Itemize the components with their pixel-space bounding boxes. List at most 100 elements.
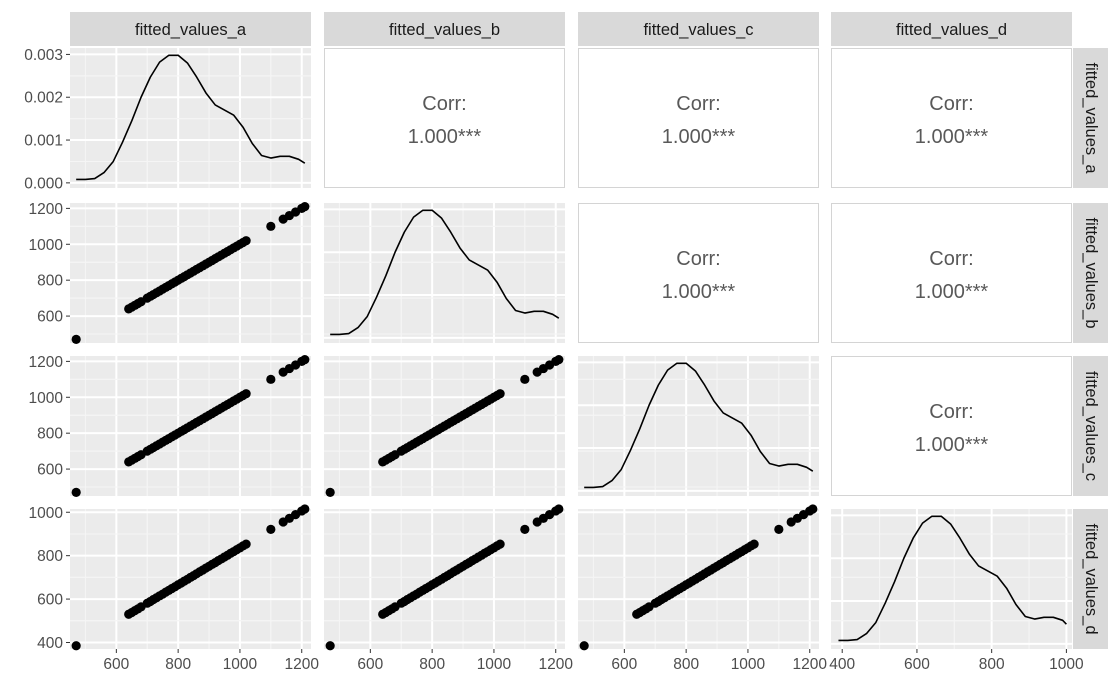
top-strip-label-fitted_values_b: fitted_values_b: [389, 21, 500, 39]
corr-value: 1.000***: [662, 281, 736, 303]
density-curve-fitted_values_c: [584, 362, 814, 489]
scatter-point: [554, 504, 564, 514]
panel-fitted_values_b-vs-fitted_values_c: Corr: 1.000***: [578, 203, 819, 343]
x-tick-label: 800: [673, 656, 699, 673]
y-tick-label: 400: [37, 635, 63, 652]
y-tick-label: 0.001: [24, 133, 63, 150]
y-tick-label: 1200: [29, 201, 64, 218]
panel-fitted_values_c-vs-fitted_values_b: [324, 354, 565, 498]
corr-value: 1.000***: [408, 126, 482, 148]
x-tick-label: 600: [904, 656, 930, 673]
density-curve-fitted_values_a: [76, 54, 306, 181]
panel-fitted_values_a-vs-fitted_values_d: Corr: 1.000***: [831, 48, 1072, 188]
y-tick-label: 800: [37, 548, 63, 565]
scatter-point: [266, 374, 276, 384]
y-tick-label: 1000: [29, 237, 64, 254]
panel-fitted_values_d-vs-fitted_values_a: [70, 504, 311, 651]
x-tick-label: 1200: [538, 656, 573, 673]
corr-label: Corr:: [929, 93, 973, 115]
panel-fitted_values_d-vs-fitted_values_b: [324, 504, 565, 651]
corr-label: Corr:: [929, 401, 973, 423]
y-tick-label: 600: [37, 592, 63, 609]
scatter-point: [749, 539, 759, 549]
right-strip-fitted_values_a: [1073, 48, 1108, 188]
scatter-point: [300, 354, 310, 365]
y-tick-label: 800: [37, 426, 63, 443]
scatter-point: [520, 524, 530, 535]
panel-fitted_values_a-vs-fitted_values_c: Corr: 1.000***: [578, 48, 819, 188]
scatter-point: [495, 539, 505, 549]
x-tick-label: 1000: [1049, 656, 1084, 673]
top-strip-fitted_values_d: [831, 12, 1072, 46]
scatter-point: [325, 641, 335, 651]
panel-fitted_values_c-vs-fitted_values_a: [70, 354, 311, 498]
panel-fitted_values_b-vs-fitted_values_d: Corr: 1.000***: [831, 203, 1072, 343]
density-curve-fitted_values_b: [330, 209, 560, 336]
corr-value: 1.000***: [662, 126, 736, 148]
scatter-point: [241, 389, 251, 399]
scatter-point: [808, 504, 818, 514]
scatter-point: [579, 641, 589, 651]
x-tick-label: 1200: [792, 656, 827, 673]
top-strip-label-fitted_values_d: fitted_values_d: [896, 21, 1007, 39]
scatter-point: [241, 539, 251, 549]
y-tick-label: 1000: [29, 505, 64, 522]
corr-label: Corr:: [422, 93, 466, 115]
x-tick-label: 400: [829, 656, 855, 673]
scatter-point: [241, 236, 251, 246]
right-strip-fitted_values_b: [1073, 203, 1108, 343]
x-tick-label: 1200: [284, 656, 319, 673]
corr-value: 1.000***: [915, 434, 989, 456]
corr-label: Corr:: [929, 248, 973, 270]
x-tick-label: 600: [611, 656, 637, 673]
scatter-point: [266, 524, 276, 535]
x-tick-label: 800: [165, 656, 191, 673]
corr-panel-bg: [578, 203, 819, 343]
right-strip-label-fitted_values_b: fitted_values_b: [1082, 218, 1100, 329]
corr-value: 1.000***: [915, 126, 989, 148]
scatter-point: [325, 487, 335, 498]
corr-panel-bg: [831, 356, 1072, 496]
scatter-point: [266, 221, 276, 231]
panel-fitted_values_a-vs-fitted_values_a: [70, 48, 311, 188]
top-strip-label-fitted_values_a: fitted_values_a: [135, 21, 247, 39]
y-tick-label: 1000: [29, 390, 64, 407]
scatter-point: [554, 354, 564, 365]
corr-label: Corr:: [676, 248, 720, 270]
panel-bg: [831, 509, 1072, 649]
corr-panel-bg: [324, 48, 565, 188]
scatter-point: [71, 487, 81, 498]
y-tick-label: 0.002: [24, 90, 63, 107]
scatter-point: [300, 201, 310, 212]
corr-panel-bg: [831, 48, 1072, 188]
scatter-point: [71, 641, 81, 651]
corr-value: 1.000***: [915, 281, 989, 303]
x-tick-label: 1000: [223, 656, 258, 673]
panel-fitted_values_d-vs-fitted_values_c: [578, 504, 819, 651]
panel-fitted_values_a-vs-fitted_values_b: Corr: 1.000***: [324, 48, 565, 188]
corr-panel-bg: [831, 203, 1072, 343]
x-tick-label: 600: [103, 656, 129, 673]
corr-label: Corr:: [676, 93, 720, 115]
scatter-point: [71, 334, 81, 345]
panel-fitted_values_d-vs-fitted_values_d: [831, 509, 1072, 649]
y-tick-label: 0.000: [24, 175, 63, 192]
top-strip-fitted_values_a: [70, 12, 311, 46]
y-tick-label: 800: [37, 273, 63, 290]
y-tick-label: 0.003: [24, 47, 63, 64]
corr-panel-bg: [578, 48, 819, 188]
x-tick-label: 1000: [731, 656, 766, 673]
right-strip-label-fitted_values_c: fitted_values_c: [1082, 371, 1100, 481]
panel-fitted_values_b-vs-fitted_values_b: [324, 203, 565, 343]
panel-fitted_values_c-vs-fitted_values_d: Corr: 1.000***: [831, 356, 1072, 496]
top-strip-label-fitted_values_c: fitted_values_c: [643, 21, 753, 39]
right-strip-fitted_values_d: [1073, 509, 1108, 649]
y-tick-label: 1200: [29, 354, 64, 371]
x-tick-label: 600: [357, 656, 383, 673]
x-tick-label: 800: [979, 656, 1005, 673]
y-tick-label: 600: [37, 309, 63, 326]
right-strip-label-fitted_values_a: fitted_values_a: [1082, 63, 1100, 175]
top-strip-fitted_values_c: [578, 12, 819, 46]
x-tick-label: 800: [419, 656, 445, 673]
